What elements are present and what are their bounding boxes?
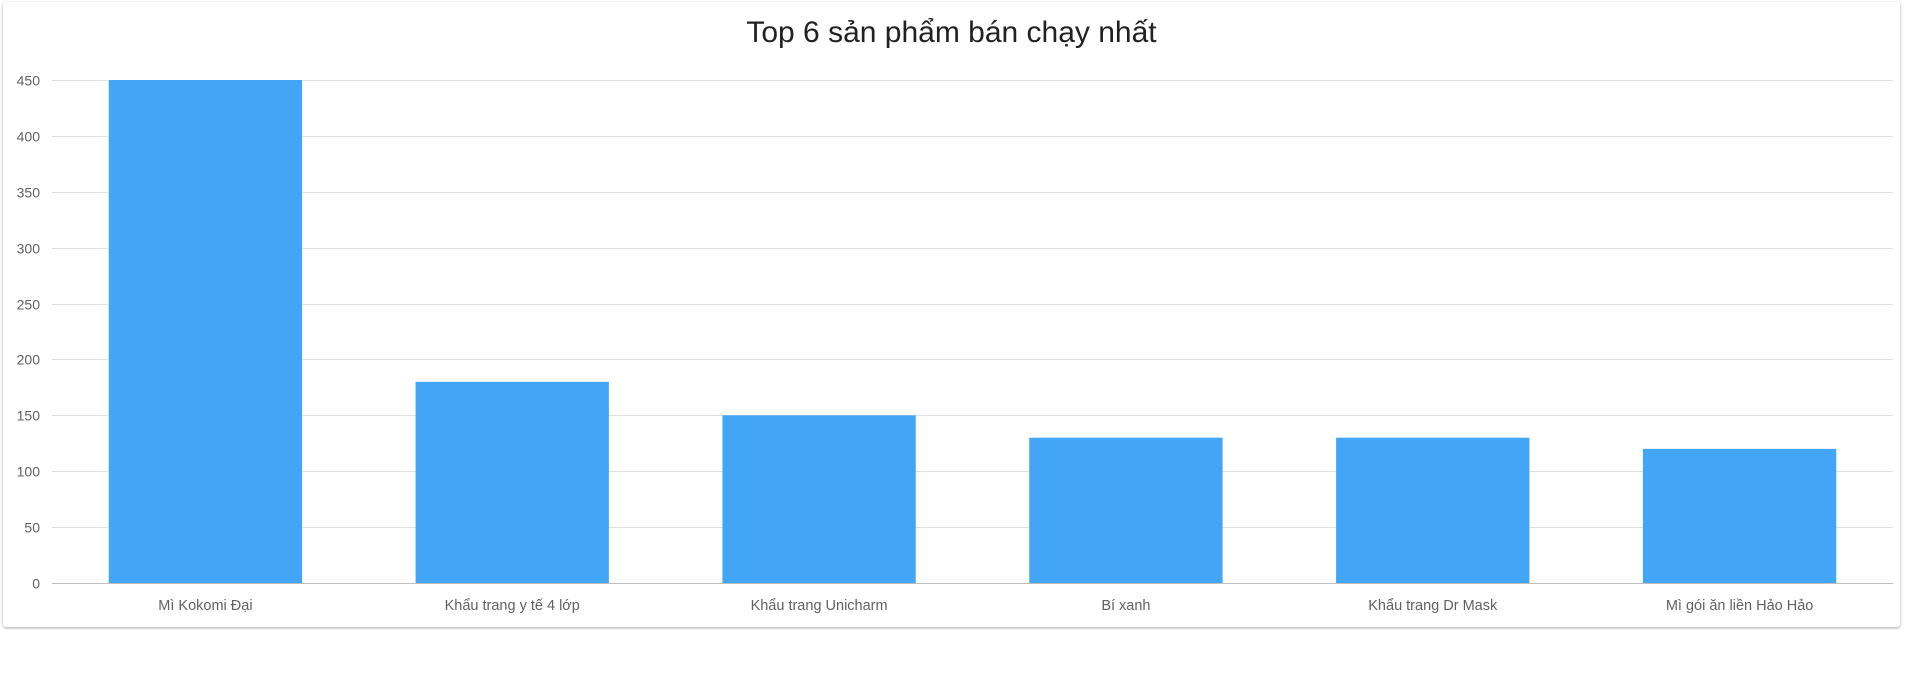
bar[interactable] [722, 415, 916, 583]
bar[interactable] [108, 80, 303, 583]
bar[interactable] [1029, 437, 1223, 583]
y-tick-label: 450 [17, 73, 41, 89]
gridlines [52, 80, 1893, 528]
y-tick-label: 400 [17, 129, 41, 145]
x-tick-label: Khẩu trang Unicharm [751, 598, 888, 614]
bar[interactable] [1642, 448, 1837, 583]
y-axis-ticks: 0 50 100 150 200 250 300 350 400 450 [17, 73, 41, 592]
bar[interactable] [415, 381, 609, 583]
chart-title: Top 6 sản phẩm bán chạy nhất [746, 16, 1157, 49]
x-axis-labels: Mì Kokomi Đại Khẩu trang y tế 4 lớp Khẩu t… [158, 598, 1813, 614]
x-tick-label: Khẩu trang Dr Mask [1368, 598, 1498, 614]
y-tick-label: 100 [17, 464, 41, 480]
y-tick-label: 300 [17, 241, 41, 257]
y-tick-label: 50 [24, 520, 40, 536]
y-tick-label: 200 [17, 352, 41, 368]
x-tick-label: Mì Kokomi Đại [158, 598, 252, 614]
x-tick-label: Bí xanh [1101, 598, 1150, 614]
chart-card: Top 6 sản phẩm bán chạy nhất [3, 2, 1900, 627]
bars [108, 80, 1837, 583]
x-tick-label: Khẩu trang y tế 4 lớp [445, 598, 580, 614]
y-tick-label: 350 [17, 185, 41, 201]
bar[interactable] [1336, 437, 1530, 583]
x-tick-label: Mì gói ăn liền Hảo Hảo [1666, 598, 1814, 614]
y-tick-label: 150 [17, 408, 41, 424]
y-tick-label: 250 [17, 297, 41, 313]
y-tick-label: 0 [32, 576, 40, 592]
